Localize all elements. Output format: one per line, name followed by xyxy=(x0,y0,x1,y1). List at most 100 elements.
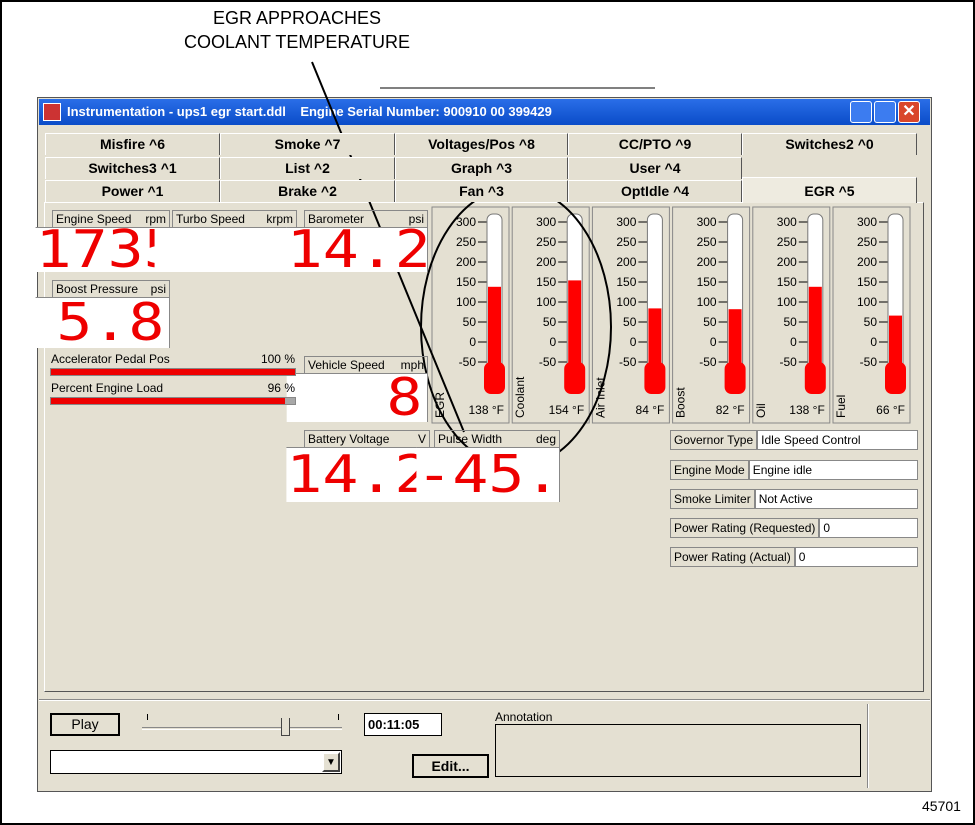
tab[interactable]: Power ^1 xyxy=(45,180,220,202)
gauge-header: Battery Voltage V xyxy=(305,431,429,447)
title-bar: Instrumentation - ups1 egr start.ddl Eng… xyxy=(39,99,930,125)
gauge-display xyxy=(154,227,296,272)
tab[interactable]: Switches2 ^0 xyxy=(742,133,917,155)
gauge-unit: psi xyxy=(150,282,166,296)
tab[interactable]: Brake ^2 xyxy=(220,180,395,202)
digital-gauge: Pulse Width deg-45.0 xyxy=(416,430,560,502)
gauge-unit: krpm xyxy=(266,212,293,226)
bar-header: Accelerator Pedal Pos 100 % xyxy=(50,351,296,367)
field-label: Power Rating (Requested) xyxy=(670,518,820,538)
gauge-unit: V xyxy=(417,432,426,446)
gauge-unit: deg xyxy=(535,432,556,446)
gauge-label: Barometer xyxy=(308,212,365,226)
gauge-display: 8 xyxy=(286,373,427,422)
maximize-button[interactable] xyxy=(874,101,896,123)
tab[interactable]: Misfire ^6 xyxy=(45,133,220,155)
field-label: Smoke Limiter xyxy=(670,489,755,509)
field-label: Engine Mode xyxy=(670,460,749,480)
status-field: Smoke Limiter Not Active xyxy=(670,489,918,509)
minimize-button[interactable] xyxy=(850,101,872,123)
gauge-label: Pulse Width xyxy=(438,432,503,446)
digital-gauge: Turbo Speed krpm xyxy=(154,210,297,272)
annotation-label: Annotation xyxy=(495,710,553,724)
status-field: Power Rating (Actual) 0 xyxy=(670,547,918,567)
separator xyxy=(867,704,869,788)
tab[interactable]: Smoke ^7 xyxy=(220,133,395,155)
field-value: Not Active xyxy=(754,489,918,509)
gauge-label: Vehicle Speed xyxy=(308,358,385,372)
gauge-display: 14.2 xyxy=(286,447,429,502)
bar-reading: 100 % xyxy=(261,351,295,367)
bar-gauge: Percent Engine Load 96 % xyxy=(50,380,296,406)
gauge-display: -45.0 xyxy=(416,447,559,502)
gauge-header: Vehicle Speed mph xyxy=(305,357,427,373)
dropdown-arrow[interactable]: ▼ xyxy=(322,752,340,772)
gauge-display: 5.8 xyxy=(35,297,169,348)
gauge-unit: mph xyxy=(400,358,424,372)
serial-label: Engine Serial Number: xyxy=(300,104,440,119)
separator xyxy=(39,699,930,701)
tab[interactable]: Voltages/Pos ^8 xyxy=(395,133,568,155)
edit-button[interactable]: Edit... xyxy=(412,754,489,778)
bar-fill xyxy=(51,398,286,404)
app-icon xyxy=(43,103,61,121)
slider-thumb[interactable] xyxy=(281,718,290,736)
gauge-header: Engine Speed rpm xyxy=(53,211,169,227)
annotation-text: COOLANT TEMPERATURE xyxy=(184,32,410,52)
bar-unit: % xyxy=(284,352,295,366)
close-button[interactable]: ✕ xyxy=(898,101,920,123)
gauge-header: Boost Pressure psi xyxy=(53,281,169,297)
bar-value: 96 xyxy=(267,381,281,395)
status-field: Power Rating (Requested) 0 xyxy=(670,518,918,538)
slider-track xyxy=(142,727,342,730)
status-field: Governor Type Idle Speed Control xyxy=(670,430,918,450)
gauge-display: 1735 xyxy=(35,227,169,272)
field-label: Power Rating (Actual) xyxy=(670,547,795,567)
field-value: 0 xyxy=(794,547,918,567)
field-value: Engine idle xyxy=(748,460,918,480)
tab[interactable]: OptIdle ^4 xyxy=(568,180,742,202)
bar-track xyxy=(50,368,296,376)
tab[interactable]: List ^2 xyxy=(220,157,395,179)
gauge-label: Boost Pressure xyxy=(56,282,139,296)
window-title: Instrumentation - ups1 egr start.ddl xyxy=(67,104,286,119)
play-button[interactable]: Play xyxy=(50,713,120,736)
bar-unit: % xyxy=(284,381,295,395)
tab[interactable]: Graph ^3 xyxy=(395,157,568,179)
tab[interactable]: Switches3 ^1 xyxy=(45,157,220,179)
bar-reading: 96 % xyxy=(268,380,295,396)
tab[interactable]: Fan ^3 xyxy=(395,180,568,202)
field-value: 0 xyxy=(819,518,918,538)
gauge-header: Turbo Speed krpm xyxy=(173,211,296,227)
bar-value: 100 xyxy=(260,352,281,366)
figure-number: 45701 xyxy=(922,798,961,814)
bar-fill xyxy=(51,369,295,375)
tab[interactable]: EGR ^5 xyxy=(742,177,917,203)
combo-box[interactable] xyxy=(50,750,342,774)
digital-gauge: Boost Pressure psi 5.8 xyxy=(35,280,170,348)
gauge-display: 14.2 xyxy=(286,227,427,272)
serial-number: 900910 00 399429 xyxy=(443,104,552,119)
annotation-text: EGR APPROACHES xyxy=(213,8,381,28)
tab[interactable]: User ^4 xyxy=(568,157,742,179)
bar-track xyxy=(50,397,296,405)
gauge-header: Pulse Width deg xyxy=(435,431,559,447)
time-display: 00:11:05 xyxy=(364,713,442,736)
bar-header: Percent Engine Load 96 % xyxy=(50,380,296,396)
annotation-box[interactable] xyxy=(495,724,861,777)
gauge-header: Barometer psi xyxy=(305,211,427,227)
digital-gauge: Battery Voltage V 14.2 xyxy=(286,430,430,502)
slider-tick xyxy=(338,714,339,720)
gauge-unit: psi xyxy=(408,212,424,226)
gauge-label: Battery Voltage xyxy=(308,432,390,446)
gauge-label: Engine Speed xyxy=(56,212,132,226)
gauge-unit: rpm xyxy=(145,212,166,226)
status-field: Engine Mode Engine idle xyxy=(670,460,918,480)
tab[interactable]: CC/PTO ^9 xyxy=(568,133,742,155)
slider-tick xyxy=(147,714,148,720)
digital-gauge: Vehicle Speed mph 8 xyxy=(286,356,428,422)
digital-gauge: Engine Speed rpm 1735 xyxy=(35,210,170,272)
bar-label: Accelerator Pedal Pos xyxy=(51,352,170,366)
gauge-label: Turbo Speed xyxy=(176,212,245,226)
